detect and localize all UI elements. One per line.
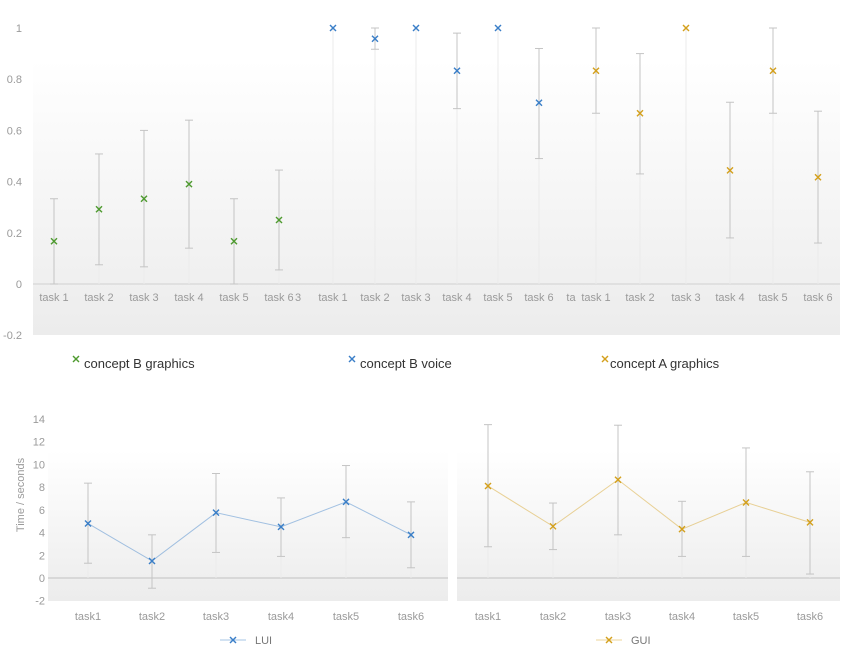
data-point <box>275 216 283 224</box>
y-tick-label: 2 <box>39 550 45 562</box>
data-point <box>212 509 220 517</box>
y-tick-label: 10 <box>33 459 45 471</box>
legend-marker <box>601 355 609 363</box>
data-point <box>148 557 156 565</box>
data-point <box>814 173 822 181</box>
data-point <box>342 498 350 506</box>
data-point <box>230 237 238 245</box>
data-point <box>614 476 622 484</box>
x-tick-label: task 6 <box>264 292 293 304</box>
series-line <box>487 479 811 530</box>
y-axis-label: Time / seconds <box>15 457 27 532</box>
top-plot-area <box>33 60 840 335</box>
x-tick-label: task3 <box>605 611 631 623</box>
data-point <box>592 67 600 75</box>
x-tick-label: task2 <box>540 611 566 623</box>
legend-label: concept A graphics <box>610 356 720 371</box>
data-point <box>769 67 777 75</box>
x-tick-label: task 2 <box>625 292 654 304</box>
series-line <box>87 501 412 562</box>
lui-plot-area <box>48 450 448 601</box>
x-tick-label: task5 <box>333 611 359 623</box>
data-point <box>549 522 557 530</box>
x-tick-label: task 5 <box>483 292 512 304</box>
data-point <box>535 99 543 107</box>
data-point <box>329 24 337 32</box>
data-point <box>407 531 415 539</box>
data-point <box>84 519 92 527</box>
x-tick-label: task6 <box>797 611 823 623</box>
x-tick-label: task 4 <box>442 292 471 304</box>
data-point <box>484 482 492 490</box>
x-tick-label: task 1 <box>318 292 347 304</box>
gui-plot-area <box>457 450 840 601</box>
x-tick-label-fragment: ta <box>566 292 576 304</box>
x-tick-label: task4 <box>669 611 695 623</box>
x-tick-label: task 1 <box>581 292 610 304</box>
legend-label: LUI <box>255 635 272 647</box>
x-tick-label: task 6 <box>803 292 832 304</box>
x-tick-label: task 4 <box>174 292 203 304</box>
data-point <box>277 523 285 531</box>
y-tick-label: 8 <box>39 482 45 494</box>
data-point <box>806 518 814 526</box>
y-tick-label: 0 <box>16 279 22 291</box>
y-tick-label: 1 <box>16 23 22 35</box>
x-tick-label: task 6 <box>524 292 553 304</box>
x-tick-label: task 1 <box>39 292 68 304</box>
x-tick-label: task 5 <box>219 292 248 304</box>
x-tick-label-fragment: 3 <box>295 292 301 304</box>
x-tick-label: task 3 <box>671 292 700 304</box>
data-point <box>371 35 379 43</box>
legend-marker <box>605 636 613 644</box>
x-tick-label: task1 <box>75 611 101 623</box>
x-tick-label: task 3 <box>129 292 158 304</box>
x-tick-label: task 2 <box>84 292 113 304</box>
x-tick-label: task 2 <box>360 292 389 304</box>
y-tick-label: 0.6 <box>7 125 22 137</box>
legend-label: concept B graphics <box>84 356 195 371</box>
legend-label: concept B voice <box>360 356 452 371</box>
data-point <box>742 498 750 506</box>
data-point <box>636 109 644 117</box>
legend-marker <box>72 355 80 363</box>
data-point <box>50 237 58 245</box>
x-tick-label: task6 <box>398 611 424 623</box>
y-tick-label: 12 <box>33 437 45 449</box>
data-point <box>453 67 461 75</box>
data-point <box>95 205 103 213</box>
x-tick-label: task2 <box>139 611 165 623</box>
data-point <box>678 525 686 533</box>
data-point <box>726 166 734 174</box>
y-tick-label: 6 <box>39 505 45 517</box>
x-tick-label: task1 <box>475 611 501 623</box>
x-tick-label: task 5 <box>758 292 787 304</box>
x-tick-label: task5 <box>733 611 759 623</box>
data-point <box>185 180 193 188</box>
x-tick-label: task3 <box>203 611 229 623</box>
x-tick-label: task 4 <box>715 292 744 304</box>
y-tick-label: -2 <box>35 596 45 608</box>
legend-label: GUI <box>631 635 651 647</box>
data-point <box>494 24 502 32</box>
y-tick-label: 0.4 <box>7 177 22 189</box>
y-tick-label: 14 <box>33 414 45 426</box>
data-point <box>140 195 148 203</box>
legend-marker <box>229 636 237 644</box>
y-tick-label: 0 <box>39 573 45 585</box>
data-point <box>412 24 420 32</box>
y-tick-label: 0.8 <box>7 74 22 86</box>
legend-marker <box>348 355 356 363</box>
data-point <box>682 24 690 32</box>
x-tick-label: task4 <box>268 611 294 623</box>
y-tick-label: 4 <box>39 528 45 540</box>
y-tick-label: 0.2 <box>7 228 22 240</box>
x-tick-label: task 3 <box>401 292 430 304</box>
y-tick-label: -0.2 <box>3 330 22 342</box>
